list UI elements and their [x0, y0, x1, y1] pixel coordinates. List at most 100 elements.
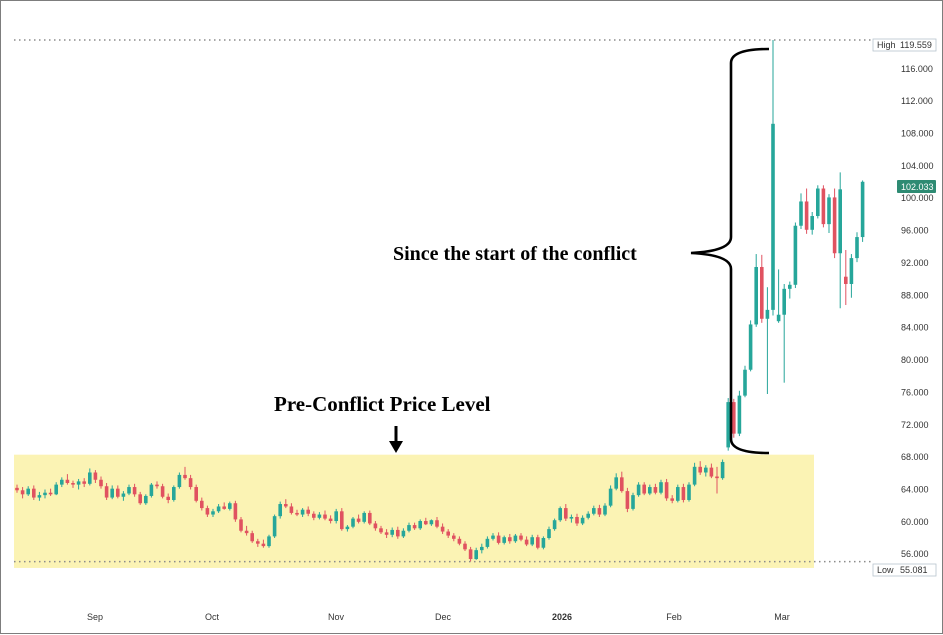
candle-body — [636, 484, 641, 496]
candle-body — [558, 508, 562, 521]
candle-body — [244, 530, 249, 534]
candle-body — [379, 528, 383, 533]
y-tick-label: 88.000 — [901, 290, 929, 300]
candle-body — [435, 520, 439, 527]
candle-body — [200, 500, 204, 509]
x-tick-label: 2026 — [552, 612, 572, 622]
candle-body — [502, 537, 506, 543]
candle-body — [71, 483, 75, 485]
candle-body — [222, 506, 226, 509]
candle-body — [508, 537, 512, 542]
candle-body — [228, 503, 232, 509]
candle-body — [513, 535, 518, 542]
candle-body — [216, 506, 221, 512]
candle-body — [26, 488, 30, 495]
low-tag-box — [872, 563, 937, 577]
y-tick-label: 84.000 — [901, 323, 929, 333]
candle-body — [138, 494, 142, 504]
candle-body — [172, 487, 176, 500]
candle-body — [452, 535, 456, 539]
candle-body — [799, 201, 803, 226]
candle-body — [15, 487, 19, 491]
y-tick-label: 100.000 — [901, 193, 934, 203]
since-conflict-annotation: Since the start of the conflict — [393, 243, 637, 265]
candle-body — [732, 402, 736, 434]
candle-body — [356, 518, 361, 522]
candle-body — [849, 258, 854, 284]
candle-body — [687, 484, 691, 500]
candle-body — [306, 509, 310, 514]
candle-body — [284, 504, 288, 507]
candle-body — [838, 189, 842, 254]
last-price-value: 102.033 — [901, 182, 934, 192]
candle-body — [407, 525, 411, 531]
candle-body — [183, 474, 187, 479]
candle-body — [676, 487, 680, 501]
candle-body — [54, 484, 58, 495]
candle-body — [821, 188, 826, 225]
candle-body — [468, 549, 473, 560]
high-tag-box — [872, 38, 937, 52]
candle-body — [653, 487, 658, 493]
candle-body — [194, 487, 198, 501]
candle-body — [782, 288, 786, 315]
candle-body — [76, 481, 81, 485]
candle-body — [860, 181, 865, 238]
x-tick-label: Oct — [205, 612, 220, 622]
pre-conflict-band — [14, 454, 814, 568]
candle-body — [760, 266, 764, 319]
candle-body — [569, 516, 574, 519]
candle-body — [743, 369, 747, 396]
down-arrow-icon — [389, 441, 403, 453]
candle-body — [188, 478, 193, 488]
candle-body — [827, 197, 831, 225]
candle-body — [48, 492, 53, 495]
candle-body — [312, 513, 316, 518]
candle-body — [541, 538, 546, 548]
x-tick-label: Dec — [435, 612, 452, 622]
low-tag-value: 55.081 — [900, 565, 928, 575]
y-tick-label: 56.000 — [901, 549, 929, 559]
candle-body — [776, 314, 781, 322]
high-tag-value: 119.559 — [900, 40, 932, 50]
y-tick-label: 92.000 — [901, 258, 929, 268]
candle-body — [440, 526, 445, 532]
candle-body — [396, 529, 400, 537]
candle-body — [373, 523, 378, 529]
candle-body — [239, 519, 243, 531]
candle-body — [272, 516, 277, 537]
candle-body — [65, 479, 70, 484]
y-tick-label: 76.000 — [901, 387, 929, 397]
candle-body — [816, 188, 820, 217]
candle-body — [323, 514, 327, 519]
candle-body — [250, 533, 254, 542]
candle-body — [536, 537, 540, 548]
x-tick-label: Nov — [328, 612, 345, 622]
candle-body — [631, 495, 635, 509]
candle-body — [424, 521, 428, 525]
candle-body — [127, 487, 131, 494]
candle-body — [93, 472, 98, 480]
candle-body — [804, 201, 809, 230]
candle-body — [463, 543, 467, 550]
candle-body — [625, 491, 630, 509]
candle-body — [390, 529, 394, 535]
candle-body — [32, 488, 36, 498]
candle-body — [300, 509, 305, 515]
candle-body — [844, 276, 848, 284]
candle-body — [256, 541, 260, 544]
candle-body — [20, 490, 25, 495]
candle-body — [698, 466, 702, 473]
x-tick-label: Mar — [774, 612, 790, 622]
candle-body — [328, 518, 333, 522]
candle-body — [99, 479, 103, 487]
candle-body — [261, 543, 266, 547]
candle-body — [620, 477, 624, 492]
candle-body — [726, 402, 730, 448]
candle-body — [429, 520, 434, 525]
candle-body — [82, 481, 86, 484]
candle-body — [524, 539, 529, 545]
candle-body — [664, 482, 669, 499]
candle-body — [351, 518, 355, 527]
y-axis: 56.000 60.000 64.000 68.000 72.000 76.000 80.0… — [901, 64, 934, 559]
